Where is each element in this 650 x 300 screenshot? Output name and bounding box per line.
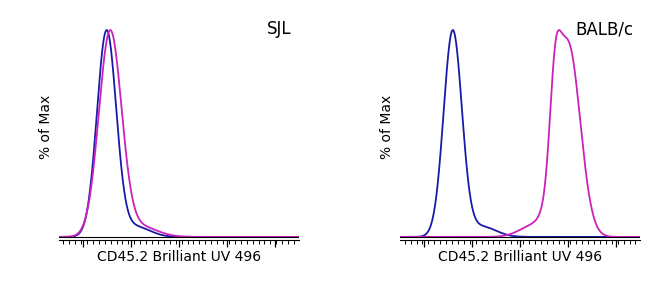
Text: SJL: SJL <box>267 20 292 38</box>
X-axis label: CD45.2 Brilliant UV 496: CD45.2 Brilliant UV 496 <box>438 250 602 264</box>
Text: BALB/c: BALB/c <box>575 20 633 38</box>
X-axis label: CD45.2 Brilliant UV 496: CD45.2 Brilliant UV 496 <box>97 250 261 264</box>
Y-axis label: % of Max: % of Max <box>380 94 395 159</box>
Y-axis label: % of Max: % of Max <box>39 94 53 159</box>
